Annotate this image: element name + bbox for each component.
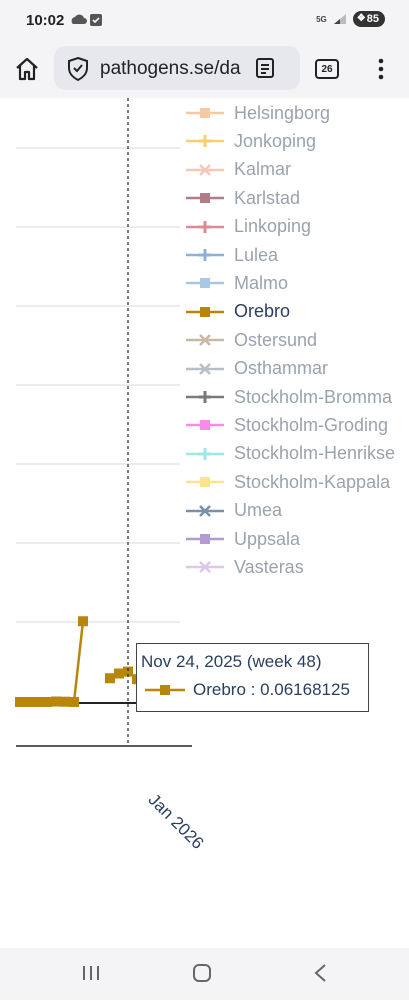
data-point[interactable] xyxy=(15,697,25,707)
legend-label: Ostersund xyxy=(234,329,318,350)
legend-label: Uppsala xyxy=(234,528,301,549)
legend-label: Stockholm-Groding xyxy=(234,414,389,435)
legend-symbol xyxy=(186,334,224,347)
legend-label: Helsingborg xyxy=(234,102,331,123)
tooltip-series-row: Orebro : 0.06168125 xyxy=(145,680,350,700)
status-bar: 10:02 5G ❖ 85 xyxy=(0,0,409,40)
legend-item[interactable]: Stockholm-Bromma xyxy=(186,385,392,409)
tabs-button[interactable]: 26 xyxy=(313,56,341,82)
more-vertical-icon xyxy=(378,58,384,80)
legend-item[interactable]: Stockholm-Groding xyxy=(186,413,388,437)
legend-item[interactable]: Linkoping xyxy=(186,215,311,239)
data-point[interactable] xyxy=(78,616,88,627)
data-point[interactable] xyxy=(69,697,79,707)
legend-symbol xyxy=(186,447,224,460)
recent-apps-button[interactable] xyxy=(78,958,106,988)
url-text: pathogens.se/da xyxy=(100,58,241,79)
legend-symbol xyxy=(186,391,224,403)
data-point[interactable] xyxy=(60,696,70,707)
data-point[interactable] xyxy=(33,697,43,707)
chart-gridlines xyxy=(16,147,180,623)
reader-mode-button[interactable] xyxy=(250,54,280,82)
legend-symbol xyxy=(186,193,224,204)
battery-saver-icon: ❖ xyxy=(356,13,366,24)
legend-symbol xyxy=(186,477,224,488)
tooltip-series-symbol xyxy=(145,685,185,695)
back-button[interactable] xyxy=(314,964,326,982)
legend-item[interactable]: Osthammar xyxy=(186,357,328,381)
shield-icon[interactable] xyxy=(66,56,90,82)
browser-toolbar: pathogens.se/da 26 xyxy=(0,40,409,98)
legend-label: Vasteras xyxy=(234,556,304,577)
tabs-count: 26 xyxy=(315,59,339,79)
signal-icon xyxy=(333,14,346,24)
status-indicators: 5G ❖ 85 xyxy=(316,11,385,27)
legend-item[interactable]: Malmo xyxy=(186,271,288,295)
legend-label: Osthammar xyxy=(234,358,329,379)
orebro-series[interactable] xyxy=(15,616,142,707)
system-nav-bar xyxy=(0,948,409,1000)
tooltip-title: Nov 24, 2025 (week 48) xyxy=(141,652,322,671)
legend-symbol xyxy=(186,135,224,148)
legend-item[interactable]: Vasteras xyxy=(186,555,304,579)
legend-label: Malmo xyxy=(234,272,289,293)
legend-item[interactable]: Stockholm-Henrikse xyxy=(186,442,395,466)
legend-item[interactable]: Kalmar xyxy=(186,158,291,182)
network-label: 5G xyxy=(316,14,327,24)
legend-label: Umea xyxy=(234,500,283,521)
battery-indicator: ❖ 85 xyxy=(352,11,385,27)
legend-item[interactable]: Uppsala xyxy=(186,527,300,551)
cloud-icon xyxy=(71,14,102,26)
data-point[interactable] xyxy=(105,673,115,684)
legend-item[interactable]: Stockholm-Kappala xyxy=(186,470,390,494)
status-time: 10:02 xyxy=(26,12,65,29)
legend-label: Lulea xyxy=(234,244,279,265)
legend-symbol xyxy=(186,362,224,375)
legend-label: Stockholm-Kappala xyxy=(234,471,391,492)
legend-label: Karlstad xyxy=(234,187,301,208)
legend-symbol xyxy=(186,420,224,431)
data-point[interactable] xyxy=(42,697,52,707)
legend-label: Linkoping xyxy=(234,216,312,237)
battery-level: 85 xyxy=(366,13,379,25)
legend-item[interactable]: Helsingborg xyxy=(186,101,330,125)
home-button[interactable] xyxy=(12,54,42,84)
hover-tooltip: Nov 24, 2025 (week 48) Orebro : 0.061681… xyxy=(136,643,369,712)
address-bar[interactable]: pathogens.se/da xyxy=(54,46,300,90)
legend-label: Stockholm-Henrikse xyxy=(234,443,396,464)
reader-mode-icon xyxy=(256,58,274,78)
legend-symbol xyxy=(186,504,224,517)
legend-symbol xyxy=(186,561,224,574)
data-point[interactable] xyxy=(51,696,61,707)
legend-label: Orebro xyxy=(234,301,291,322)
legend-symbol xyxy=(186,108,224,118)
home-nav-button[interactable] xyxy=(193,964,211,982)
menu-button[interactable] xyxy=(368,54,394,84)
legend-symbol xyxy=(186,163,224,176)
legend-label: Jonkoping xyxy=(234,130,317,151)
legend-label: Stockholm-Bromma xyxy=(234,386,393,407)
tooltip-series-value: Orebro : 0.06168125 xyxy=(193,680,350,699)
series-line xyxy=(20,621,85,704)
legend-label: Kalmar xyxy=(234,159,292,180)
data-point[interactable] xyxy=(114,668,124,679)
legend-item[interactable]: Umea xyxy=(186,499,282,523)
data-point[interactable] xyxy=(24,697,34,707)
legend-symbol xyxy=(186,278,224,289)
legend-item[interactable]: Jonkoping xyxy=(186,129,316,153)
legend-item[interactable]: Lulea xyxy=(186,243,278,267)
legend-item[interactable]: Ostersund xyxy=(186,328,317,352)
notification-icons xyxy=(70,13,116,32)
data-point[interactable] xyxy=(123,666,133,677)
legend-symbol xyxy=(186,534,224,544)
legend-item[interactable]: Karlstad xyxy=(186,186,300,210)
home-icon xyxy=(16,57,38,81)
legend-item[interactable]: Orebro xyxy=(186,300,290,324)
legend-symbol xyxy=(186,249,224,261)
legend-symbol xyxy=(186,220,224,233)
legend-symbol xyxy=(186,306,224,317)
